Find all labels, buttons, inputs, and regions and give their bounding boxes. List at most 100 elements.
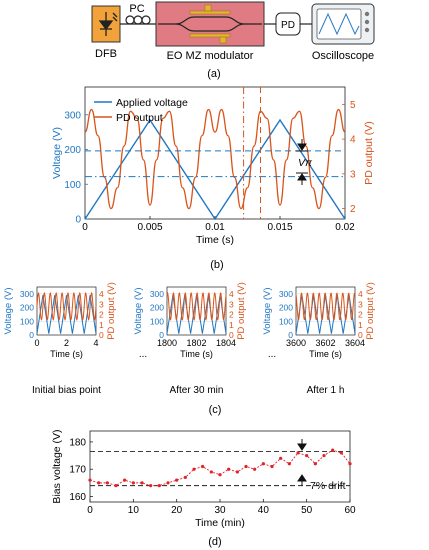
chart-subtitle: After 30 min — [170, 385, 224, 396]
x-tick-label: 1802 — [186, 338, 206, 348]
x-tick-label: 0.005 — [137, 222, 162, 233]
y2-tick-label: 4 — [358, 289, 363, 299]
x-axis-label: Time (s) — [180, 349, 213, 359]
x-tick-label: 0.015 — [267, 222, 292, 233]
bias-voltage-point — [218, 473, 222, 477]
y-tick-label: 0 — [159, 330, 164, 340]
y-tick-label: 100 — [150, 316, 164, 326]
y2-tick-label: 4 — [99, 289, 104, 299]
bias-voltage-point — [287, 462, 291, 466]
panel-b-legend: Applied voltage PD output — [94, 97, 188, 124]
panel-d-series — [88, 448, 352, 488]
y2-tick-label: 3 — [358, 299, 363, 309]
diode-icon — [98, 12, 118, 36]
ellipsis-1: ... — [139, 349, 147, 360]
bias-voltage-point — [131, 481, 135, 485]
bias-voltage-point — [123, 478, 127, 482]
x-axis-label: Time (min) — [195, 517, 245, 529]
bias-voltage-point — [227, 467, 231, 471]
drift-annotation — [297, 439, 307, 486]
chart-subtitle: After 1 h — [307, 385, 345, 396]
bias-voltage-point — [149, 484, 153, 488]
y2-tick-label: 2 — [358, 310, 363, 320]
series-pd-output — [36, 291, 97, 321]
modulator-label: EO MZ modulator — [167, 50, 254, 62]
x-axis-label: Time (s) — [196, 234, 234, 246]
series-pd-output — [295, 292, 356, 321]
y-tick-label: 300 — [279, 289, 293, 299]
bias-voltage-point — [279, 456, 283, 460]
chart-frame — [166, 286, 227, 336]
y2-tick-label: 2 — [350, 204, 356, 215]
x-axis-label: Time (s) — [309, 349, 342, 359]
y-tick-label: 100 — [20, 316, 34, 326]
bias-voltage-point — [183, 475, 187, 480]
y-tick-label: 300 — [150, 289, 164, 299]
y-tick-label: 160 — [69, 492, 86, 503]
pc-label: PC — [129, 3, 144, 15]
y2-tick-label: 0 — [229, 330, 234, 340]
y-tick-label: 200 — [20, 303, 34, 313]
y2-tick-label: 3 — [229, 299, 234, 309]
x-tick-label: 10 — [128, 505, 140, 516]
x-tick-label: 0.02 — [335, 222, 355, 233]
bias-voltage-point — [244, 464, 248, 469]
y2-tick-label: 1 — [358, 320, 363, 330]
oscilloscope-icon — [311, 3, 375, 45]
bias-voltage-point — [114, 484, 118, 488]
y2-tick-label: 0 — [358, 330, 363, 340]
x-axis-label: Time (s) — [50, 349, 83, 359]
panel-d-axes: 0 10 20 30 40 50 60 160 170 180 Time (min) Bias vol… — [51, 429, 356, 529]
bias-voltage-point — [97, 481, 101, 485]
caption-d: (d) — [208, 536, 221, 548]
y-axis-label: Bias voltage (V) — [51, 429, 63, 503]
bias-voltage-point — [88, 478, 92, 482]
x-tick-label: 20 — [171, 505, 183, 516]
bias-voltage-point — [313, 462, 317, 466]
y2-tick-label: 5 — [350, 100, 356, 111]
dfb-label: DFB — [95, 48, 117, 60]
x-tick-label: 3600 — [286, 338, 306, 348]
y-axis-label: Voltage (V) — [3, 288, 14, 335]
y-tick-label: 0 — [29, 330, 34, 340]
legend-label-pd-output: PD output — [116, 112, 163, 124]
bias-voltage-point — [261, 462, 265, 466]
caption-b: (b) — [210, 259, 223, 271]
y-tick-label: 180 — [69, 437, 86, 448]
vpi-label: Vπ — [298, 157, 313, 169]
x-tick-label: 3604 — [345, 338, 365, 348]
mz-waveguide-icon — [158, 16, 262, 32]
x-tick-label: 0 — [82, 222, 88, 233]
y2-tick-label: 4 — [350, 135, 356, 146]
panel-b-reference-lines — [85, 87, 345, 219]
vpi-annotation — [296, 139, 308, 185]
y-tick-label: 300 — [20, 289, 34, 299]
y2-axis-label: PD output (V) — [363, 121, 375, 185]
bias-voltage-point — [296, 451, 300, 455]
caption-c: (c) — [209, 404, 222, 416]
y2-tick-label: 3 — [350, 169, 356, 180]
y2-tick-label: 0 — [99, 330, 104, 340]
bias-voltage-point — [331, 448, 335, 452]
y2-tick-label: 2 — [229, 310, 234, 320]
y2-axis-label: PD output (V) — [365, 282, 376, 340]
y-tick-label: 200 — [64, 145, 81, 156]
bias-voltage-point — [209, 470, 213, 474]
bias-voltage-point — [175, 478, 179, 482]
panel-b-series — [84, 108, 346, 221]
series-pd-output — [84, 108, 346, 210]
y-tick-label: 0 — [75, 215, 81, 226]
y-tick-label: 170 — [69, 465, 86, 476]
x-tick-label: 0 — [34, 338, 39, 348]
bias-voltage-point — [305, 453, 309, 458]
bias-voltage-point — [348, 462, 352, 466]
panel-c-ellipses: ... ... — [139, 349, 276, 360]
x-tick-label: 50 — [301, 505, 313, 516]
panel-b-axes: 0 0.005 0.01 0.015 0.02 0 100 200 300 2 3 4 5 Time (s… — [51, 86, 375, 246]
x-tick-label: 40 — [258, 505, 270, 516]
x-tick-label: 3602 — [315, 338, 335, 348]
